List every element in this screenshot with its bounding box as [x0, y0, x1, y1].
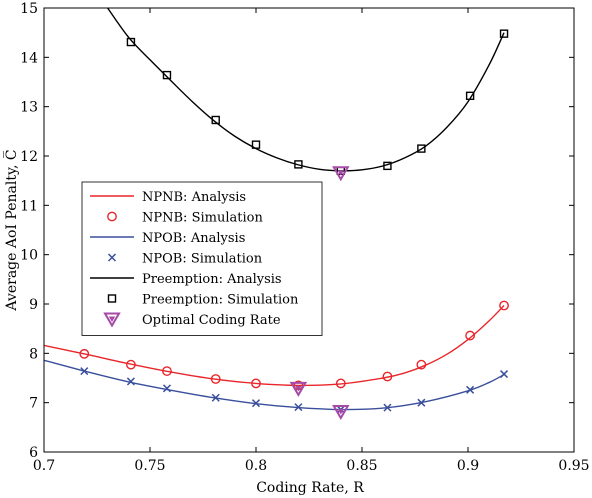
series-layer — [44, 8, 509, 421]
data-point — [162, 70, 172, 80]
legend-label: Optimal Coding Rate — [142, 313, 281, 328]
data-point — [162, 366, 172, 376]
x-tick-label: 0.75 — [134, 458, 165, 474]
y-tick-label: 9 — [29, 297, 38, 313]
data-point — [289, 381, 308, 397]
data-point — [465, 91, 475, 101]
series-line — [44, 304, 505, 387]
data-point — [466, 385, 475, 394]
legend-swatch — [107, 211, 117, 222]
data-point — [251, 140, 261, 149]
y-tick-label: 15 — [20, 1, 38, 17]
data-point — [383, 161, 392, 171]
legend-swatch — [107, 294, 117, 303]
legend-swatch — [103, 312, 121, 328]
data-point — [79, 348, 90, 359]
x-tick-label: 0.7 — [33, 458, 55, 474]
legend-item: Preemption: Simulation — [107, 293, 299, 308]
x-tick-label: 0.85 — [346, 458, 377, 474]
data-point — [417, 398, 426, 407]
legend-item: NPOB: Analysis — [90, 231, 245, 246]
data-point — [294, 403, 303, 412]
legend-item: NPNB: Simulation — [107, 211, 263, 226]
data-point — [332, 166, 350, 182]
data-point — [162, 384, 171, 393]
y-tick-label: 10 — [20, 248, 38, 264]
data-point — [500, 370, 509, 379]
tick-labels: 0.7 0.75 0.8 0.85 0.9 0.95 6 7 8 9 10 11 12 13 14 15 — [20, 1, 589, 474]
series-0 — [44, 304, 505, 387]
data-point — [382, 371, 393, 382]
x-tick-label: 0.95 — [558, 458, 589, 474]
y-tick-label: 8 — [29, 346, 38, 362]
data-point — [126, 359, 136, 370]
data-point — [126, 37, 136, 47]
x-tick-label: 0.8 — [245, 458, 267, 474]
series-3 — [80, 367, 509, 414]
data-point — [211, 115, 220, 125]
data-point — [211, 393, 220, 402]
data-point — [383, 403, 392, 412]
data-point — [294, 160, 303, 169]
series-1 — [79, 300, 509, 391]
y-tick-label: 6 — [29, 445, 38, 461]
data-point — [417, 144, 426, 153]
series-4 — [107, 8, 505, 172]
y-tick-label: 14 — [20, 50, 38, 66]
data-point — [251, 399, 261, 408]
x-tick-label: 0.9 — [457, 458, 479, 474]
legend-box — [81, 181, 323, 336]
legend-item: Preemption: Analysis — [90, 272, 282, 287]
data-point — [335, 378, 346, 389]
data-point — [80, 367, 89, 376]
data-point — [499, 300, 509, 311]
legend-label: NPOB: Simulation — [142, 252, 263, 267]
legend-item: Optimal Coding Rate — [103, 312, 281, 328]
axes-frame — [43, 7, 575, 453]
legend-item: NPNB: Analysis — [90, 190, 246, 205]
axes — [43, 7, 575, 453]
legend-label: Preemption: Analysis — [142, 272, 282, 287]
legend-label: Preemption: Simulation — [142, 293, 299, 308]
legend-item: NPOB: Simulation — [107, 252, 263, 267]
y-tick-label: 13 — [20, 100, 38, 116]
data-point — [465, 330, 476, 341]
series-line — [107, 8, 505, 172]
x-axis-label: Coding Rate, R — [256, 480, 364, 496]
y-tick-label: 12 — [20, 149, 38, 165]
data-point — [251, 378, 261, 389]
legend-label: NPNB: Analysis — [142, 190, 246, 205]
data-point — [499, 29, 509, 38]
legend-swatch — [107, 253, 117, 262]
data-point — [332, 405, 350, 421]
legend-label: NPNB: Simulation — [142, 211, 263, 226]
data-point — [210, 374, 221, 384]
legend-label: NPOB: Analysis — [142, 231, 245, 246]
legend: NPNB: Analysis NPNB: Simulation NPOB: Anal… — [81, 181, 323, 336]
y-tick-label: 11 — [20, 198, 38, 214]
data-point — [126, 377, 135, 386]
series-6 — [289, 166, 350, 421]
data-point — [416, 359, 427, 370]
y-tick-label: 7 — [29, 396, 38, 412]
y-axis-label: Average AoI Penalty, C̅ — [1, 149, 20, 311]
